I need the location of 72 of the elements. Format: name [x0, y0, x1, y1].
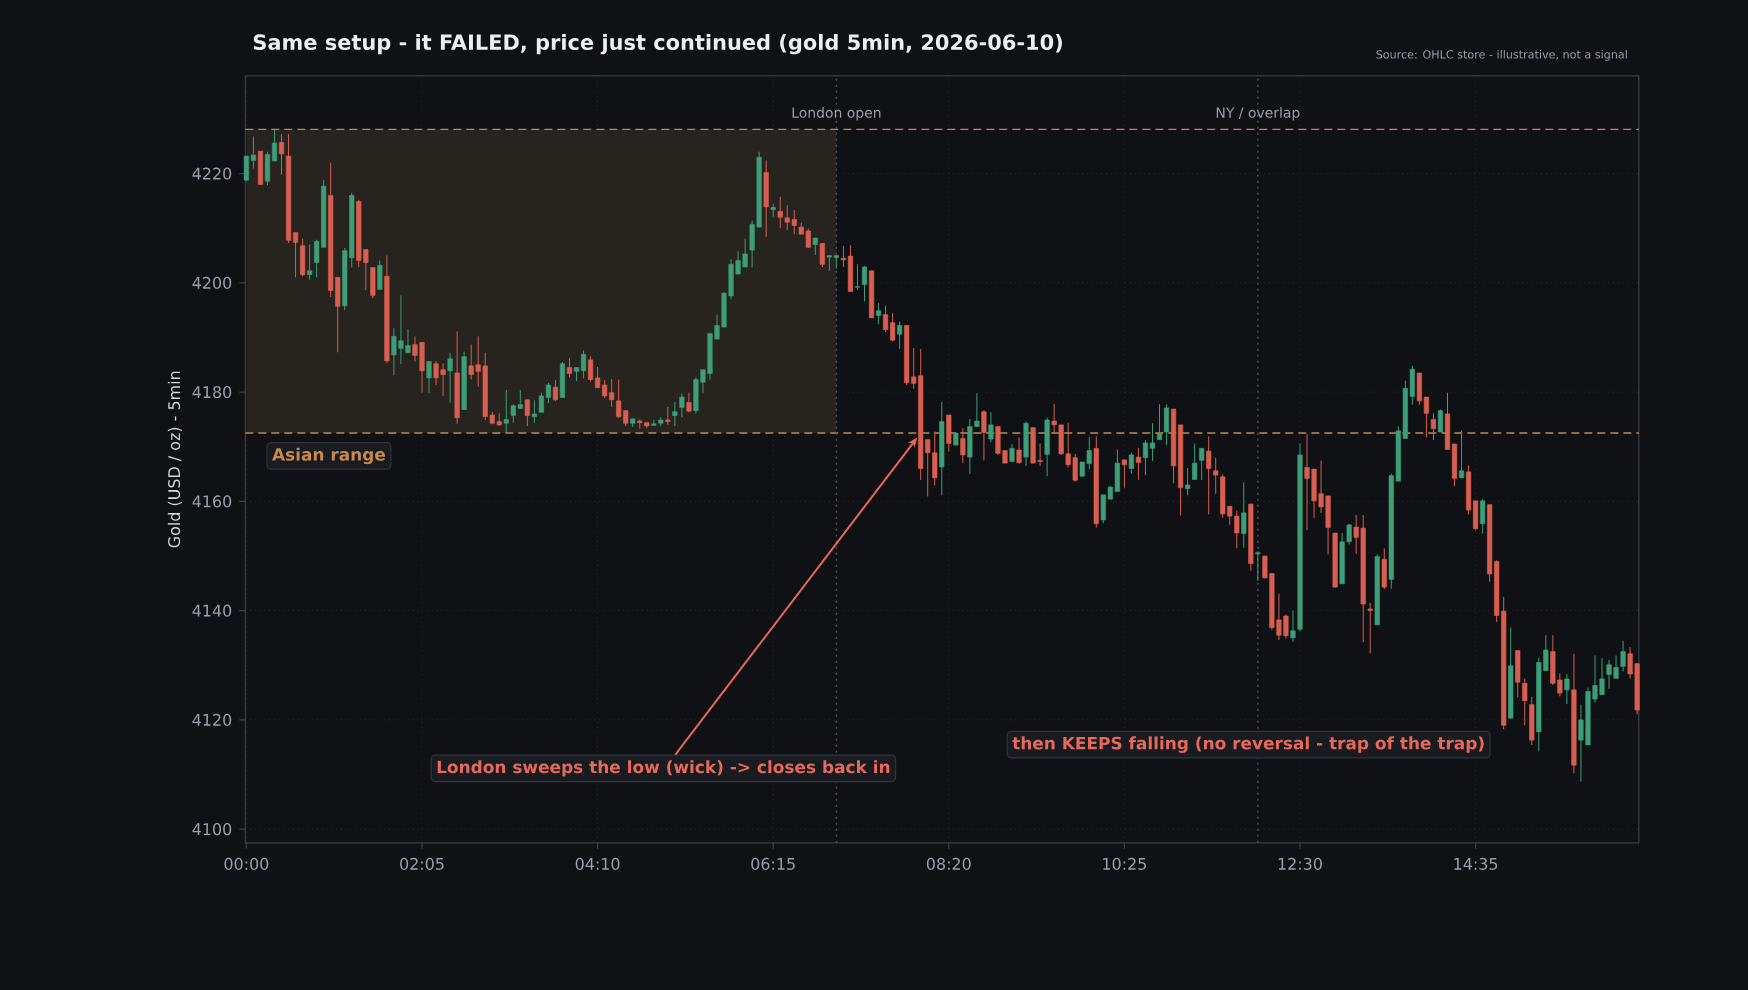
band-label: Asian range [272, 447, 385, 465]
candlestick [890, 312, 896, 342]
ref-line-label: London open [792, 107, 881, 121]
candlestick [1149, 422, 1156, 462]
candlestick [875, 302, 882, 325]
candlestick [1135, 447, 1142, 481]
candlestick [819, 243, 825, 268]
chart-title: Same setup - it FAILED, price just continued (gold 5min, 2026-06-10) [253, 33, 1062, 55]
candlestick [503, 389, 509, 434]
y-tick-label: 4200 [192, 276, 232, 289]
candlestick [861, 265, 868, 302]
candlestick [1121, 459, 1127, 489]
candlestick [679, 393, 685, 418]
y-tick-label: 4100 [192, 823, 232, 836]
candlestick [1192, 442, 1198, 481]
y-tick-label: 4220 [192, 167, 232, 180]
annotation: then KEEPS falling (no reversal - trap of the trap) [1012, 736, 1484, 753]
candlestick [1367, 602, 1373, 654]
y-tick-label: 4140 [192, 604, 232, 617]
x-tick-label: 06:15 [751, 857, 795, 870]
candlestick [307, 244, 313, 281]
ref-line-label: NY / overlap [1216, 107, 1300, 121]
candlestick [1458, 429, 1465, 479]
candlestick [1156, 403, 1163, 441]
x-tick-label: 10:25 [1103, 857, 1146, 870]
y-tick-label: 4120 [192, 713, 232, 726]
candlestick [447, 352, 453, 403]
candlestick [665, 406, 671, 426]
candlestick [854, 263, 861, 291]
candlestick [1213, 457, 1219, 495]
x-tick-label: 08:20 [926, 857, 971, 870]
candlestick [1564, 673, 1570, 705]
candlestick [1290, 610, 1296, 643]
candlestick [988, 411, 994, 443]
candlestick [1185, 467, 1191, 496]
x-tick-label: 04:10 [575, 857, 620, 870]
candlestick [960, 427, 966, 464]
candlestick [840, 245, 846, 268]
candlestick [1430, 412, 1437, 441]
candlestick [426, 360, 432, 394]
candlestick [1199, 447, 1205, 481]
candlestick [1241, 481, 1247, 549]
candlestick [897, 321, 903, 350]
candlestick [292, 232, 299, 278]
x-tick-label: 12:30 [1278, 857, 1322, 870]
source-note: Source: OHLC store - illustrative, not a signal [1376, 49, 1627, 61]
candlestick [1142, 439, 1149, 476]
y-tick-label: 4180 [192, 386, 232, 399]
candlestick [271, 129, 278, 162]
candlestick [981, 409, 987, 461]
candlestick [883, 305, 889, 333]
candlestick [552, 379, 559, 402]
candlestick [1620, 640, 1626, 672]
y-tick-label: 4160 [192, 495, 232, 508]
candlestick [278, 133, 285, 176]
candlestick [1255, 550, 1261, 582]
candlestick [1480, 498, 1486, 535]
candlestick [672, 401, 678, 427]
candlestick [1206, 435, 1212, 515]
y-axis-title: Gold (USD / oz) - 5min [167, 371, 183, 548]
candlestick [580, 350, 587, 379]
x-tick-label: 02:05 [400, 857, 444, 870]
x-tick-label: 14:35 [1454, 857, 1498, 870]
candlestick [531, 399, 537, 424]
candlestick [1016, 436, 1022, 465]
candlestick [1128, 452, 1134, 474]
candlestick [1522, 678, 1528, 726]
x-tick-label: 00:00 [224, 857, 269, 870]
annotation: London sweeps the low (wick) -> closes back in [437, 760, 890, 777]
candlestick [566, 357, 573, 378]
candlestick [524, 399, 530, 427]
candlestick [587, 356, 594, 383]
